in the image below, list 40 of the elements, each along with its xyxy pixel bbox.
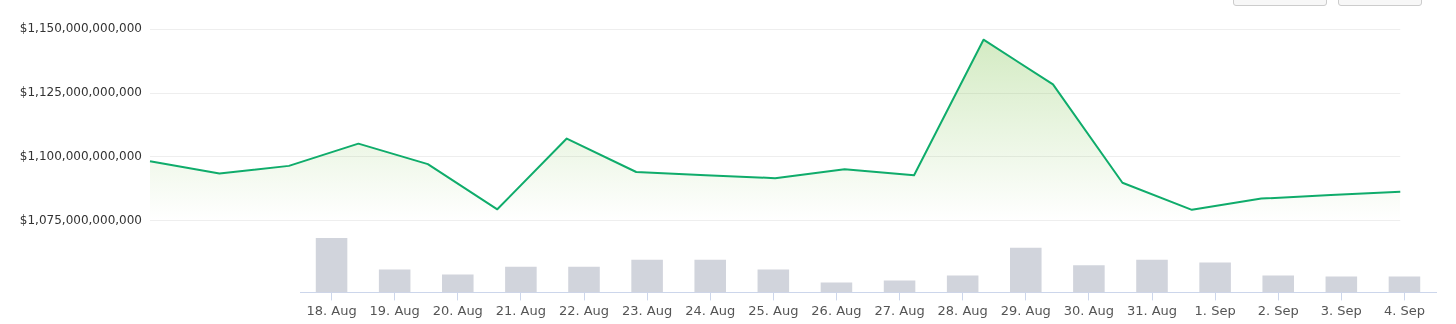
x-tick-label: 29. Aug bbox=[1000, 302, 1051, 318]
bar bbox=[694, 259, 726, 293]
x-tick-label: 31. Aug bbox=[1126, 302, 1178, 318]
bar bbox=[883, 280, 916, 293]
bar bbox=[1199, 262, 1231, 293]
bar bbox=[631, 259, 663, 293]
x-tick-label: 20. Aug bbox=[432, 302, 483, 318]
bar bbox=[1262, 275, 1294, 293]
x-tick-label: 21. Aug bbox=[495, 302, 546, 318]
bar bbox=[1073, 265, 1105, 293]
x-tick-label: 18. Aug bbox=[306, 302, 357, 318]
bar bbox=[1136, 259, 1168, 293]
bar bbox=[757, 269, 790, 293]
x-tick-label: 1. Sep bbox=[1194, 302, 1236, 318]
bar bbox=[820, 282, 853, 293]
y-tick-label: $1,150,000,000,000 bbox=[19, 21, 142, 36]
x-tick-label: 27. Aug bbox=[874, 302, 925, 318]
bar bbox=[946, 275, 979, 293]
y-tick-label: $1,075,000,000,000 bbox=[19, 212, 142, 227]
bar bbox=[568, 266, 600, 293]
x-tick-label: 4. Sep bbox=[1383, 302, 1425, 318]
bar bbox=[1325, 276, 1358, 293]
bar bbox=[505, 266, 537, 293]
y-tick-label: $1,100,000,000,000 bbox=[19, 149, 142, 164]
x-tick-label: 23. Aug bbox=[622, 302, 673, 318]
x-tick-label: 19. Aug bbox=[369, 302, 420, 318]
x-tick-label: 2. Sep bbox=[1257, 302, 1299, 318]
bar bbox=[378, 269, 411, 293]
bar bbox=[1388, 276, 1421, 293]
x-tick-label: 25. Aug bbox=[748, 302, 799, 318]
x-tick-label: 22. Aug bbox=[558, 302, 610, 318]
x-tick-label: 24. Aug bbox=[685, 302, 736, 318]
x-tick-label: 3. Sep bbox=[1320, 302, 1362, 318]
x-tick-label: 26. Aug bbox=[811, 302, 862, 318]
x-tick-label: 28. Aug bbox=[937, 302, 988, 318]
y-tick-label: $1,125,000,000,000 bbox=[19, 85, 142, 100]
bar bbox=[315, 238, 348, 293]
x-tick-label: 30. Aug bbox=[1063, 302, 1114, 318]
bar bbox=[1010, 247, 1042, 293]
bar bbox=[442, 274, 474, 293]
